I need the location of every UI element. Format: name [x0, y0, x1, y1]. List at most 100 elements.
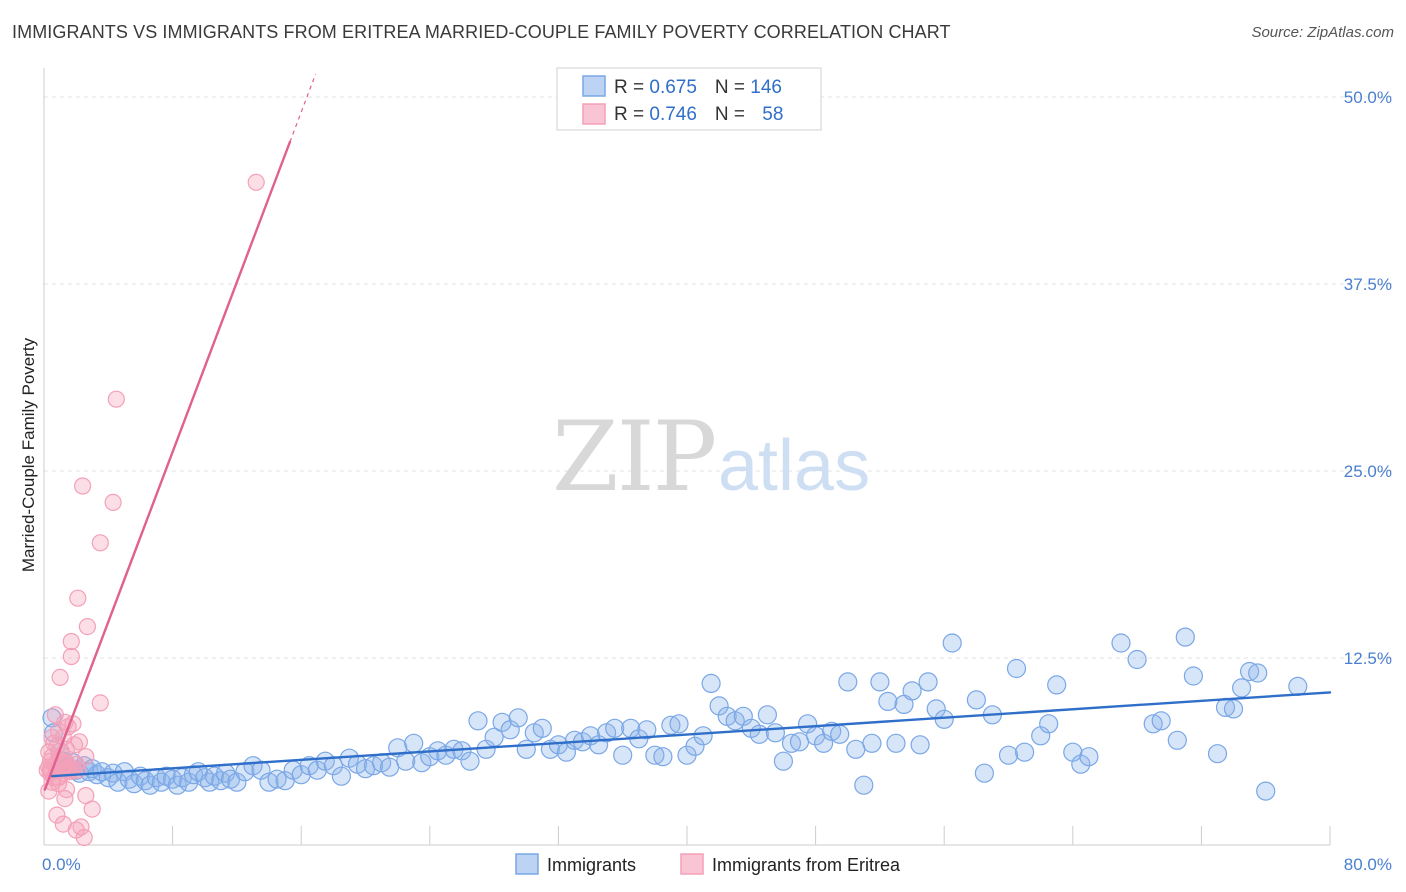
eritrea-point-40: [73, 477, 92, 495]
immigrants-point-95: [693, 726, 713, 746]
immigrants-point-97: [709, 696, 729, 716]
immigrants-point-66: [460, 751, 480, 771]
eritrea-point-41: [77, 748, 95, 766]
y-tick-label-3: 50.0%: [1344, 88, 1392, 107]
immigrants-point-72: [508, 708, 528, 728]
legend-entry-0: R = 0.675 N = 146: [614, 77, 782, 98]
immigrants-point-119: [886, 733, 906, 753]
y-tick-label-0: 12.5%: [1344, 649, 1392, 668]
immigrants-point-75: [532, 718, 552, 738]
immigrants-point-140: [1127, 649, 1147, 670]
immigrants-point-150: [1239, 661, 1260, 682]
immigrants-point-131: [1006, 658, 1027, 679]
immigrants-point-42: [267, 769, 287, 789]
chart-source: Source: ZipAtlas.com: [1251, 24, 1394, 41]
immigrants-point-15: [108, 772, 128, 792]
bottom-legend: Immigrants Immigrants from Eritrea: [515, 853, 901, 875]
immigrants-point-21: [140, 775, 160, 795]
eritrea-point-57: [49, 769, 68, 787]
immigrants-trendline: [50, 691, 1332, 778]
immigrants-point-77: [548, 735, 569, 755]
immigrants-point-115: [854, 775, 874, 795]
immigrants-point-70: [492, 712, 512, 732]
points-layer: [38, 173, 1308, 847]
eritrea-point-43: [78, 617, 97, 636]
eritrea-point-48: [107, 390, 125, 408]
x-tick-label-0: 0.0%: [42, 855, 81, 874]
eritrea-point-53: [54, 815, 72, 833]
eritrea-point-38: [70, 733, 89, 751]
immigrants-point-116: [862, 733, 882, 753]
x-tick-label-1: 80.0%: [1344, 855, 1392, 874]
legend-1-n-value: 58: [762, 104, 783, 125]
eritrea-point-52: [48, 806, 66, 824]
immigrants-point-153: [1288, 676, 1308, 697]
immigrants-point-152: [1256, 781, 1276, 801]
legend-0-n-value: 146: [750, 77, 782, 98]
immigrants-point-67: [468, 711, 488, 731]
immigrants-point-107: [789, 732, 810, 752]
immigrants-point-105: [773, 751, 794, 771]
immigrants-point-88: [637, 720, 657, 740]
legend-swatch-immigrants: [582, 75, 606, 97]
eritrea-point-33: [65, 736, 84, 754]
immigrants-point-151: [1248, 663, 1268, 683]
eritrea-point-29: [62, 647, 80, 666]
immigrants-point-94: [685, 736, 705, 756]
eritrea-trendline: [43, 140, 292, 791]
immigrants-point-128: [974, 763, 995, 783]
eritrea-point-30: [62, 632, 80, 651]
y-tick-label-2: 37.5%: [1344, 275, 1392, 294]
bottom-legend-immigrants: Immigrants: [547, 855, 636, 875]
legend-0-n-label: N =: [715, 77, 750, 98]
immigrants-point-18: [124, 774, 144, 794]
watermark: ZIP atlas: [552, 401, 870, 513]
eritrea-point-54: [57, 780, 76, 799]
immigrants-point-102: [749, 724, 769, 744]
watermark-atlas: atlas: [718, 426, 870, 506]
legend: R = 0.675 N = 146 R = 0.746 N = 58: [556, 67, 822, 131]
y-axis-label: Married-Couple Family Poverty: [19, 337, 38, 572]
grid-layer: [44, 96, 1392, 659]
legend-1-r-value: 0.746: [649, 104, 697, 125]
immigrants-point-142: [1151, 711, 1171, 731]
bottom-legend-swatch-immigrants: [515, 853, 539, 875]
eritrea-point-47: [104, 493, 122, 511]
immigrants-point-134: [1039, 714, 1059, 734]
immigrants-point-112: [830, 724, 850, 744]
immigrants-point-37: [227, 772, 247, 792]
eritrea-point-39: [72, 818, 90, 836]
legend-1-n-label: N =: [715, 104, 750, 125]
immigrants-point-96: [701, 673, 721, 694]
immigrants-point-126: [942, 633, 962, 653]
immigrants-point-137: [1071, 754, 1091, 774]
legend-entry-1: R = 0.746 N = 58: [614, 104, 783, 125]
immigrants-point-50: [331, 766, 351, 786]
immigrants-point-58: [396, 751, 416, 771]
bottom-legend-eritrea: Immigrants from Eritrea: [712, 855, 901, 875]
immigrants-point-135: [1047, 675, 1067, 695]
immigrants-point-132: [1014, 742, 1035, 762]
eritrea-point-44: [83, 800, 101, 818]
immigrants-point-114: [846, 739, 866, 759]
immigrants-point-85: [613, 745, 633, 765]
y-tick-label-1: 25.0%: [1344, 462, 1392, 481]
immigrants-point-59: [404, 733, 424, 753]
immigrants-point-117: [870, 672, 890, 692]
eritrea-point-36: [69, 589, 87, 607]
legend-0-r-label: R =: [614, 77, 649, 98]
eritrea-point-49: [247, 173, 265, 191]
immigrants-point-92: [669, 714, 689, 734]
immigrants-point-84: [605, 718, 625, 738]
eritrea-point-46: [91, 694, 109, 712]
axes-layer: 12.5% 25.0% 37.5% 50.0% 0.0% 80.0%: [42, 68, 1392, 874]
immigrants-point-91: [661, 715, 681, 735]
immigrants-point-144: [1175, 627, 1195, 647]
immigrants-point-149: [1231, 678, 1252, 698]
immigrants-point-118: [878, 691, 898, 712]
immigrants-point-143: [1167, 730, 1187, 750]
immigrants-point-104: [765, 723, 786, 743]
chart-title: IMMIGRANTS VS IMMIGRANTS FROM ERITREA MA…: [12, 22, 951, 42]
immigrants-point-90: [653, 747, 673, 767]
immigrants-point-103: [757, 705, 778, 725]
